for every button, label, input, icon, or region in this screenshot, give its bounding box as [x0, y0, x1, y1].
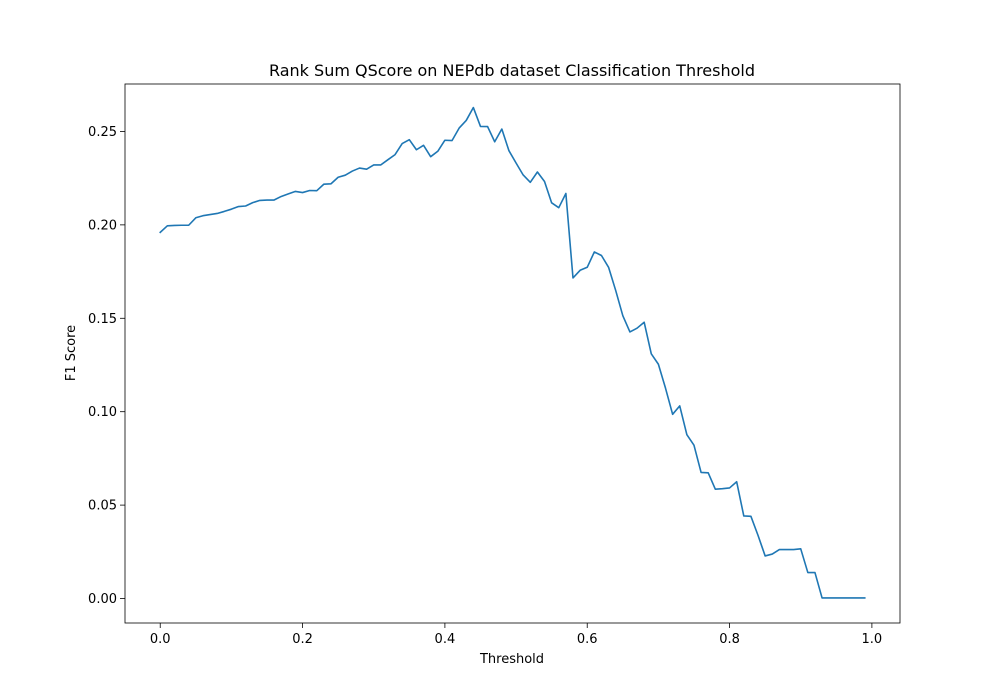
- y-tick-label: 0.05: [88, 499, 117, 514]
- x-tick-label: 0.4: [435, 632, 456, 647]
- plot-background: [125, 84, 900, 623]
- y-axis: 0.00 0.05 0.10 0.15 0.20 0.25: [88, 125, 125, 607]
- x-tick-label: 0.0: [150, 632, 171, 647]
- x-tick-label: 0.8: [719, 632, 740, 647]
- f1-score-line: [159, 106, 866, 599]
- plot-frame: [124, 83, 901, 624]
- y-axis-label: F1 Score: [64, 325, 79, 381]
- x-axis: 0.0 0.2 0.4 0.6 0.8 1.0: [150, 623, 882, 647]
- series-layer: [159, 106, 866, 599]
- y-tick-label: 0.10: [88, 405, 117, 420]
- y-tick-label: 0.25: [88, 125, 117, 140]
- x-axis-label: Threshold: [479, 652, 544, 667]
- chart-title: Rank Sum QScore on NEPdb dataset Classif…: [269, 61, 755, 80]
- x-tick-label: 0.2: [292, 632, 313, 647]
- y-tick-label: 0.20: [88, 218, 117, 233]
- x-tick-label: 1.0: [862, 632, 883, 647]
- y-tick-label: 0.15: [88, 312, 117, 327]
- plot-area: [124, 83, 901, 624]
- y-tick-label: 0.00: [88, 592, 117, 607]
- x-tick-label: 0.6: [577, 632, 598, 647]
